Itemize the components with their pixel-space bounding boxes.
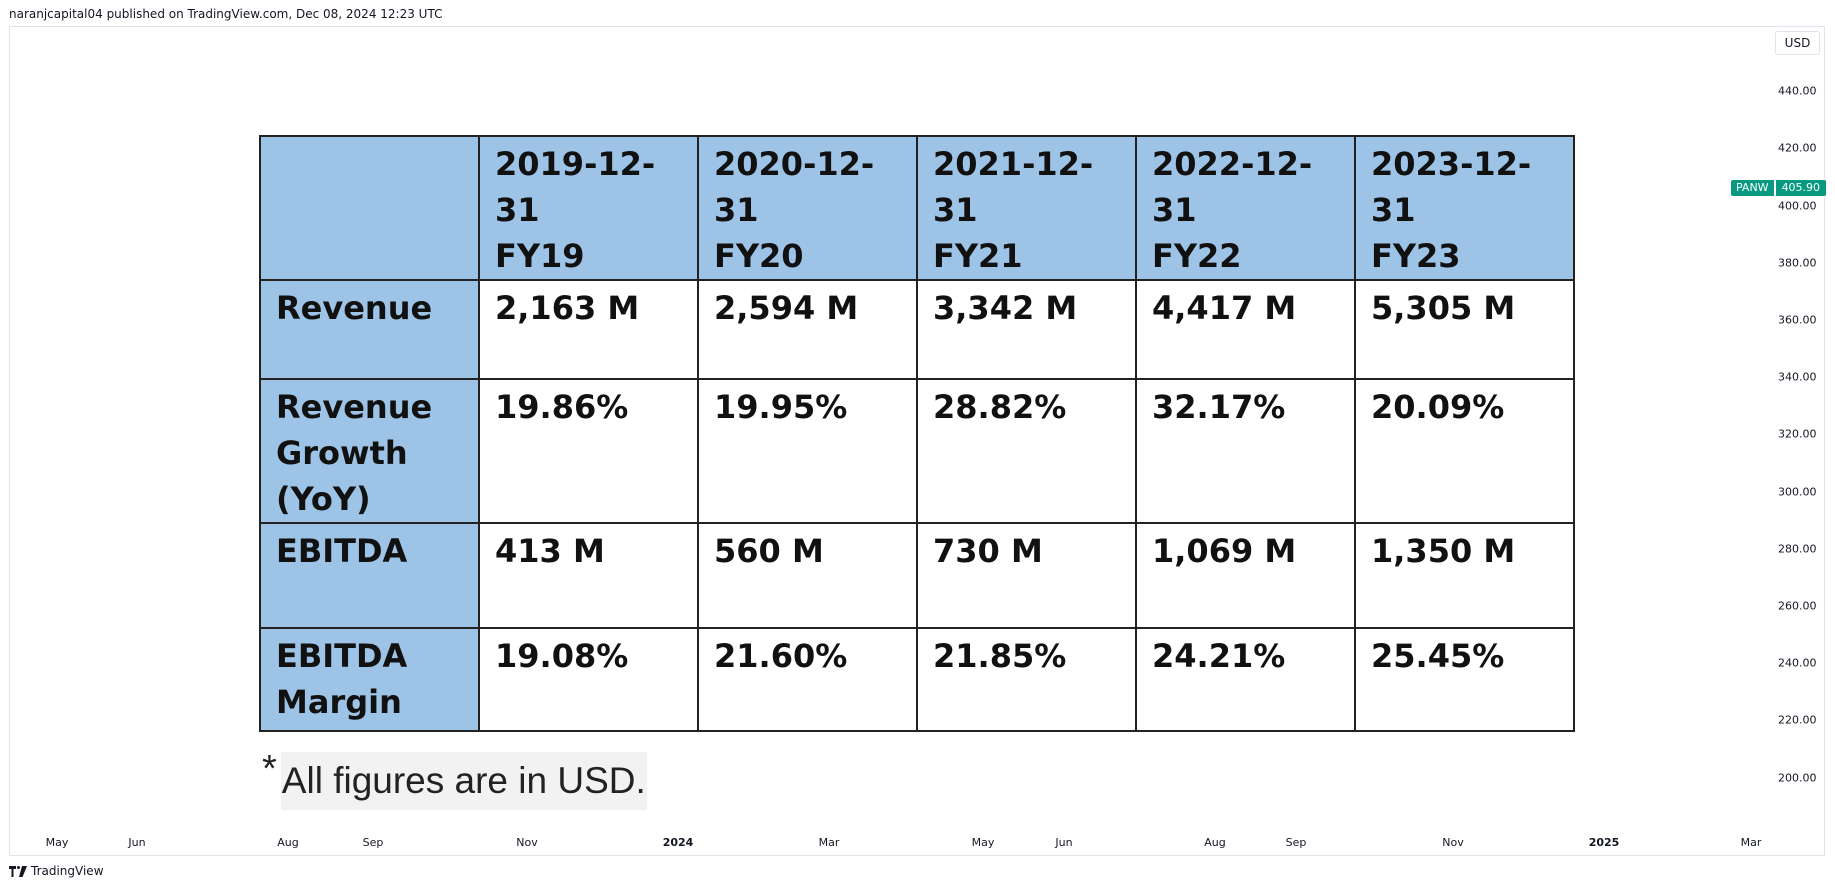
time-axis[interactable]: May Jun Aug Sep Nov 2024 Mar May Jun Aug… <box>9 826 1769 856</box>
column-header: 2023-12-31 FY23 <box>1354 135 1575 281</box>
y-axis-tick: 220.00 <box>1778 713 1817 727</box>
table-corner-cell <box>259 135 480 281</box>
table-cell: 19.08% <box>478 627 699 732</box>
publish-info: naranjcapital04 published on TradingView… <box>9 7 443 21</box>
table-cell: 4,417 M <box>1135 279 1356 380</box>
x-axis-tick: Jun <box>1055 836 1073 849</box>
table-row: EBITDA 413 M 560 M 730 M 1,069 M 1,350 M <box>259 522 1575 629</box>
y-axis-tick: 200.00 <box>1778 771 1817 785</box>
x-axis-tick: May <box>45 836 69 849</box>
x-axis-tick: Aug <box>1204 836 1226 849</box>
row-label: EBITDA <box>259 522 480 629</box>
table-row: Revenue 2,163 M 2,594 M 3,342 M 4,417 M … <box>259 279 1575 380</box>
x-axis-tick: Aug <box>277 836 299 849</box>
column-header: 2021-12-31 FY21 <box>916 135 1137 281</box>
table-cell: 25.45% <box>1354 627 1575 732</box>
financials-table: 2019-12-31 FY19 2020-12-31 FY20 2021-12-… <box>259 135 1575 732</box>
x-axis-tick: 2024 <box>662 836 694 849</box>
tradingview-brand: TradingView <box>31 864 104 878</box>
table-header-row: 2019-12-31 FY19 2020-12-31 FY20 2021-12-… <box>259 135 1575 281</box>
table-cell: 2,163 M <box>478 279 699 380</box>
last-price: 405.90 <box>1775 180 1827 196</box>
x-axis-tick: Mar <box>818 836 840 849</box>
column-header: 2022-12-31 FY22 <box>1135 135 1356 281</box>
symbol-badge: PANW <box>1731 180 1774 196</box>
table-cell: 1,069 M <box>1135 522 1356 629</box>
x-axis-tick: Sep <box>362 836 384 849</box>
tradingview-logo[interactable]: TradingView <box>9 864 104 878</box>
x-axis-tick: May <box>971 836 995 849</box>
footnote-asterisk: * <box>262 748 277 790</box>
y-axis-tick: 420.00 <box>1778 141 1817 155</box>
x-axis-tick: Mar <box>1740 836 1762 849</box>
row-label: Revenue <box>259 279 480 380</box>
y-axis-tick: 360.00 <box>1778 313 1817 327</box>
x-axis-tick: Nov <box>516 836 538 849</box>
table-cell: 32.17% <box>1135 378 1356 524</box>
y-axis-tick: 440.00 <box>1778 84 1817 98</box>
x-axis-tick: 2025 <box>1588 836 1620 849</box>
table-cell: 560 M <box>697 522 918 629</box>
x-axis-tick: Sep <box>1285 836 1307 849</box>
row-label: Revenue Growth (YoY) <box>259 378 480 524</box>
column-header: 2019-12-31 FY19 <box>478 135 699 281</box>
y-axis-tick: 280.00 <box>1778 542 1817 556</box>
table-cell: 24.21% <box>1135 627 1356 732</box>
table-row: EBITDA Margin 19.08% 21.60% 21.85% 24.21… <box>259 627 1575 732</box>
y-axis-tick: 400.00 <box>1778 199 1817 213</box>
table-cell: 21.60% <box>697 627 918 732</box>
table-cell: 3,342 M <box>916 279 1137 380</box>
table-cell: 28.82% <box>916 378 1137 524</box>
y-axis-tick: 320.00 <box>1778 427 1817 441</box>
table-cell: 19.86% <box>478 378 699 524</box>
tradingview-logo-icon <box>9 865 27 877</box>
y-axis-tick: 260.00 <box>1778 599 1817 613</box>
table-cell: 730 M <box>916 522 1137 629</box>
table-cell: 21.85% <box>916 627 1137 732</box>
table-cell: 19.95% <box>697 378 918 524</box>
x-axis-tick: Jun <box>128 836 146 849</box>
footnote-text: All figures are in USD. <box>280 752 647 810</box>
y-axis-tick: 300.00 <box>1778 485 1817 499</box>
chart-pane[interactable] <box>9 26 1825 856</box>
table-cell: 413 M <box>478 522 699 629</box>
table-cell: 2,594 M <box>697 279 918 380</box>
row-label: EBITDA Margin <box>259 627 480 732</box>
table-cell: 20.09% <box>1354 378 1575 524</box>
column-header: 2020-12-31 FY20 <box>697 135 918 281</box>
table-cell: 1,350 M <box>1354 522 1575 629</box>
y-axis-tick: 380.00 <box>1778 256 1817 270</box>
x-axis-tick: Nov <box>1442 836 1464 849</box>
y-axis-tick: 340.00 <box>1778 370 1817 384</box>
price-label: PANW 405.90 <box>1731 180 1827 196</box>
currency-button[interactable]: USD <box>1775 31 1820 55</box>
table-cell: 5,305 M <box>1354 279 1575 380</box>
table-row: Revenue Growth (YoY) 19.86% 19.95% 28.82… <box>259 378 1575 524</box>
y-axis-tick: 240.00 <box>1778 656 1817 670</box>
footnote: * All figures are in USD. <box>262 748 647 810</box>
